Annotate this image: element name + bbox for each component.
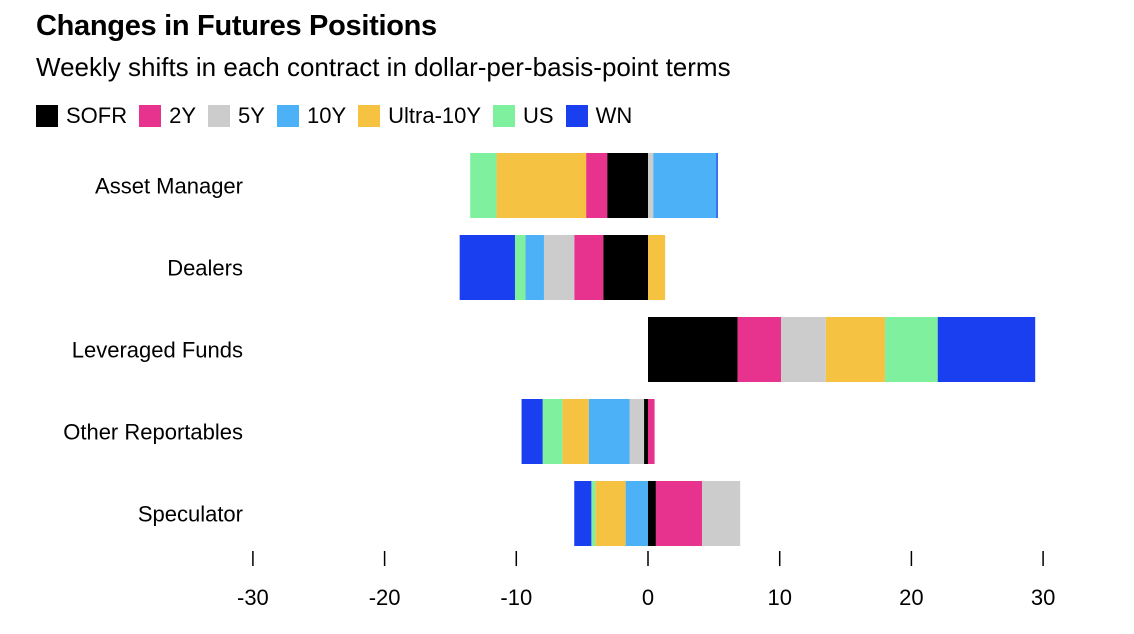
x-tick-label: 10 xyxy=(767,585,791,610)
bar-segment-wn xyxy=(937,317,1036,382)
chart-title: Changes in Futures Positions xyxy=(36,10,437,42)
legend-swatch xyxy=(139,105,162,127)
bar-segment-sofr xyxy=(644,399,648,464)
legend-item-ultra-10y: Ultra-10Y xyxy=(358,103,481,129)
legend-label: SOFR xyxy=(66,103,128,128)
bar-segment-2y xyxy=(648,399,655,464)
legend: SOFR 2Y 5Y 10Y Ultra-10Y US WN xyxy=(36,103,644,129)
bar-segment-5y xyxy=(781,317,826,382)
x-tick-label: 20 xyxy=(899,585,923,610)
legend-label: 2Y xyxy=(169,103,197,128)
legend-item-us: US xyxy=(493,103,554,129)
bar-segment-sofr xyxy=(648,317,738,382)
bar-segment-wn xyxy=(574,481,592,546)
x-tick-label: 30 xyxy=(1031,585,1055,610)
legend-label: WN xyxy=(595,103,633,128)
bar-segment-us xyxy=(885,317,938,382)
legend-item-2y: 2Y xyxy=(139,103,196,129)
legend-swatch xyxy=(493,105,516,127)
legend-swatch xyxy=(208,105,231,127)
bar-segment-5y xyxy=(648,153,654,218)
bar-segment-us xyxy=(542,399,563,464)
bar-segment-wn xyxy=(459,235,515,300)
bar-segment-ultra-10y xyxy=(496,153,587,218)
x-tick-label: -30 xyxy=(237,585,269,610)
legend-swatch xyxy=(565,105,588,127)
legend-label: 5Y xyxy=(238,103,265,128)
bar-segment-10y xyxy=(625,481,648,546)
legend-item-sofr: SOFR xyxy=(36,103,127,129)
bar-segment-ultra-10y xyxy=(825,317,886,382)
bar-segment-us xyxy=(514,235,526,300)
legend-label: Ultra-10Y xyxy=(388,103,482,128)
bar-segment-ultra-10y xyxy=(562,399,589,464)
legend-item-5y: 5Y xyxy=(208,103,265,129)
category-label: Leveraged Funds xyxy=(72,338,243,363)
chart-subtitle: Weekly shifts in each contract in dollar… xyxy=(36,52,731,82)
x-tick-label: 0 xyxy=(642,585,654,610)
x-tick-label: -10 xyxy=(500,585,532,610)
bar-segment-ultra-10y xyxy=(648,235,666,300)
legend-swatch xyxy=(36,105,58,127)
bar-segment-2y xyxy=(737,317,782,382)
bar-segment-wn xyxy=(716,153,718,218)
bar-segment-5y xyxy=(543,235,575,300)
x-tick-label: -20 xyxy=(369,585,401,610)
bar-segment-sofr xyxy=(603,235,648,300)
legend-label: 10Y xyxy=(306,103,347,128)
legend-swatch xyxy=(276,105,299,127)
bar-segment-wn xyxy=(521,399,543,464)
bar-segment-5y xyxy=(701,481,741,546)
legend-item-10y: 10Y xyxy=(276,103,347,129)
legend-label: US xyxy=(523,103,554,128)
bar-segment-10y xyxy=(525,235,544,300)
category-label: Speculator xyxy=(138,502,243,527)
category-label: Asset Manager xyxy=(95,174,243,199)
bar-segment-10y xyxy=(588,399,630,464)
bar-segment-2y xyxy=(586,153,608,218)
bar-segment-2y xyxy=(655,481,702,546)
bar-segment-sofr xyxy=(648,481,656,546)
bar-segment-2y xyxy=(574,235,604,300)
category-label: Other Reportables xyxy=(63,420,243,445)
legend-swatch xyxy=(358,105,381,127)
bar-segment-10y xyxy=(653,153,717,218)
bar-segment-5y xyxy=(629,399,645,464)
category-label: Dealers xyxy=(167,256,243,281)
legend-item-wn: WN xyxy=(565,103,633,129)
bar-segment-us xyxy=(470,153,497,218)
bar-segment-sofr xyxy=(607,153,648,218)
bar-segment-us xyxy=(591,481,596,546)
bar-segment-ultra-10y xyxy=(595,481,626,546)
